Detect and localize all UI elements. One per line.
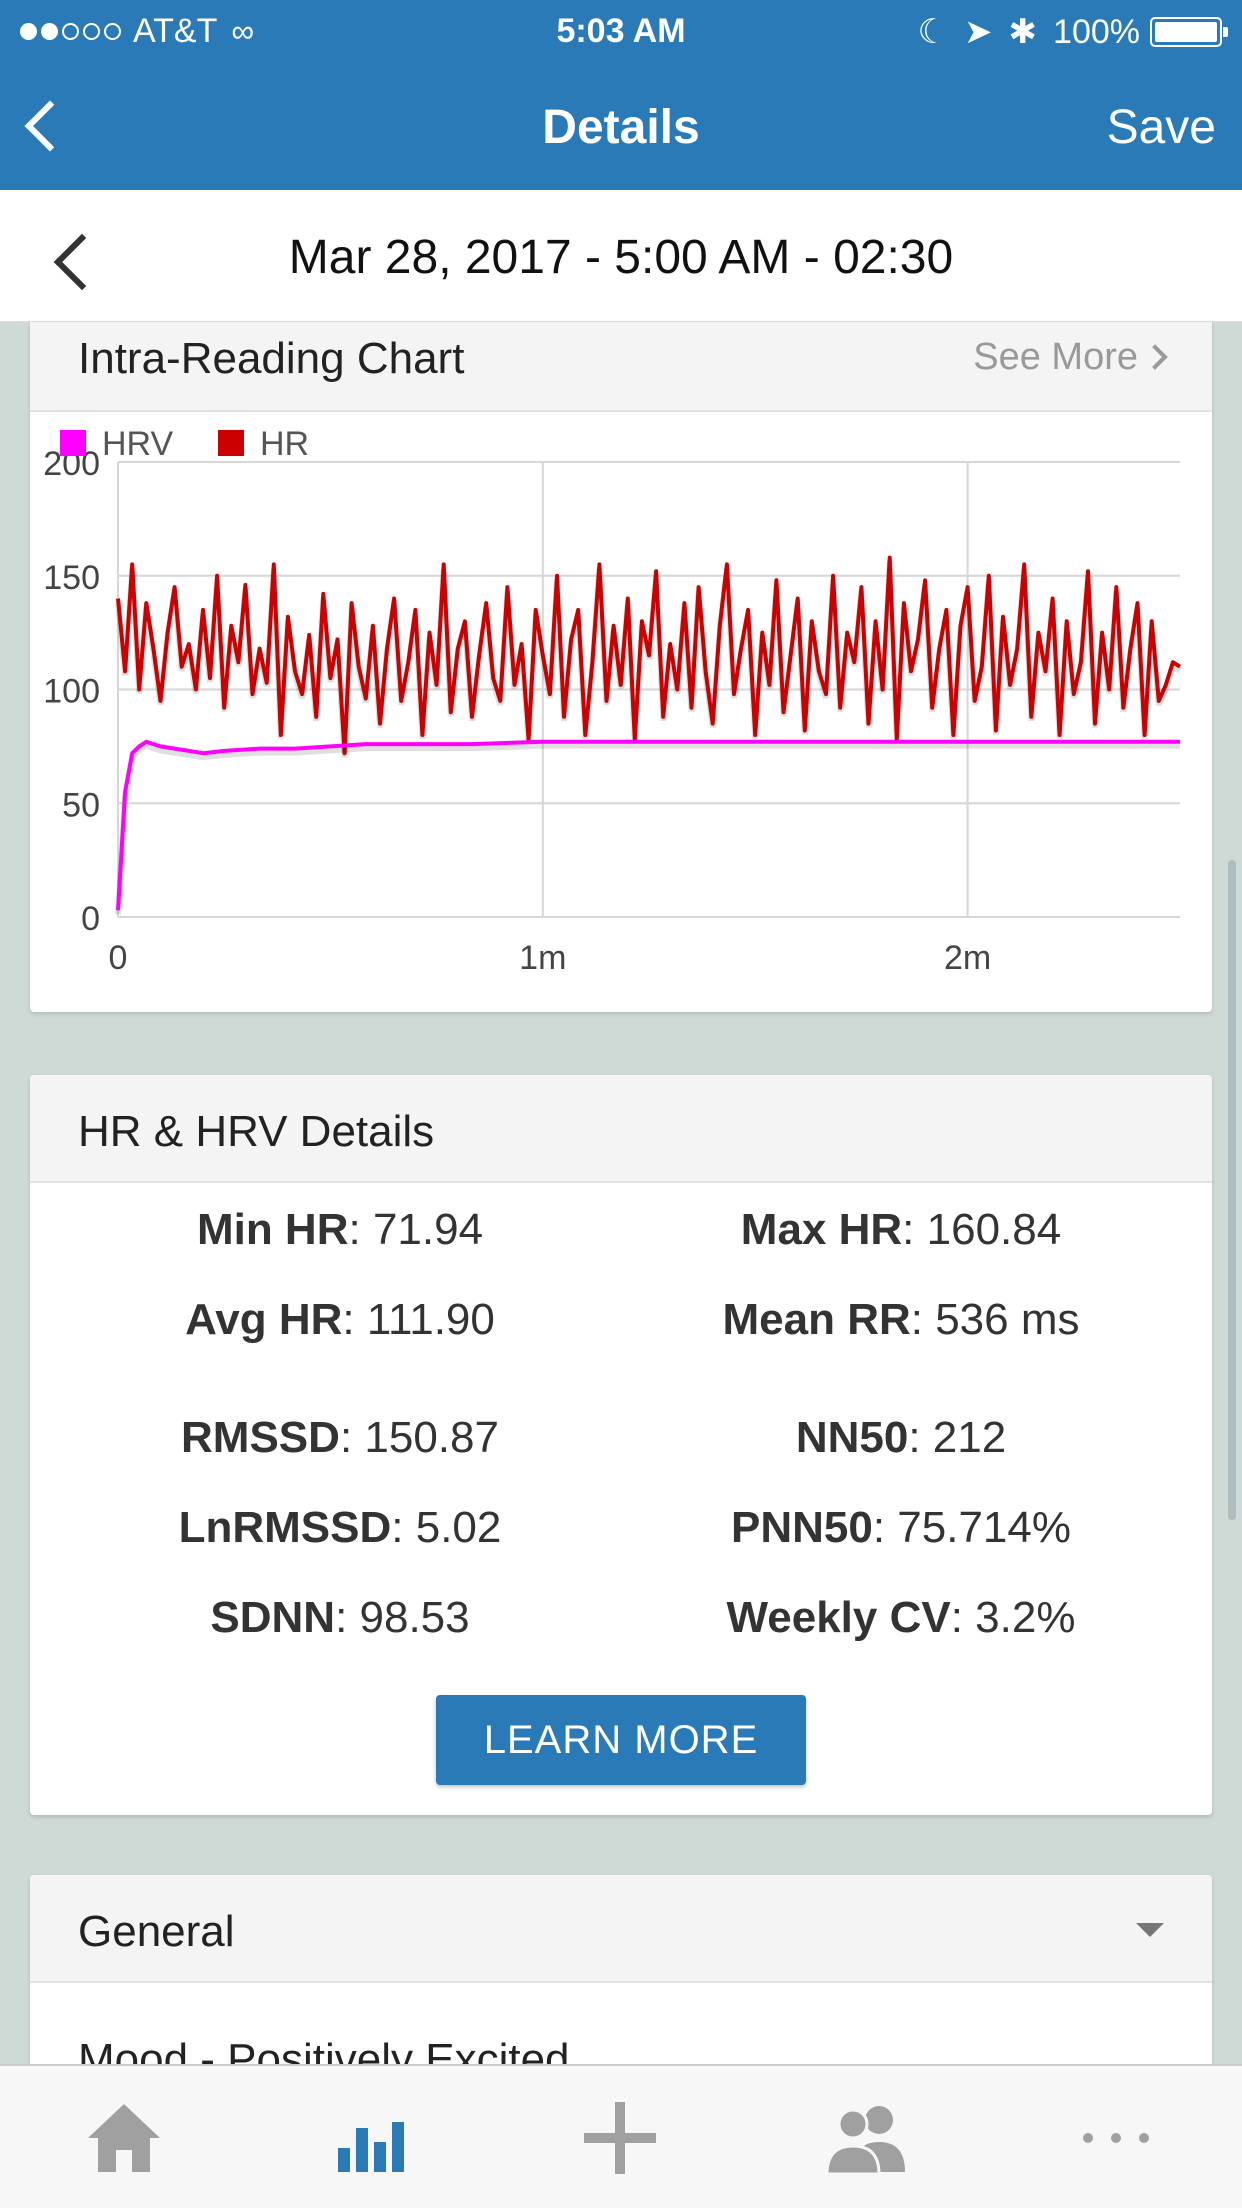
signal-dot	[83, 23, 100, 40]
status-right: ☾ ➤ ✱ 100%	[902, 12, 1228, 52]
reading-date: Mar 28, 2017 - 5:00 AM - 02:30	[288, 231, 954, 284]
stat-mean-rr: Mean RR: 536 ms	[722, 1295, 1080, 1344]
stat-label: RMSSD	[181, 1413, 340, 1462]
y-tick-label: 50	[62, 786, 100, 824]
stat-label: Min HR	[196, 1205, 349, 1254]
battery-icon	[1150, 17, 1228, 47]
carrier-info: AT&T ∞	[20, 12, 254, 51]
people-icon	[825, 2106, 905, 2176]
stat-value: 71.94	[372, 1205, 484, 1254]
stat-value: 75.714%	[897, 1503, 1071, 1552]
battery-percent: 100%	[1053, 12, 1140, 51]
details-card-title: HR & HRV Details	[78, 1107, 435, 1156]
chart-card-title: Intra-Reading Chart	[78, 334, 465, 383]
legend-label-hr: HR	[260, 425, 309, 463]
signal-dot	[41, 23, 58, 40]
tab-charts[interactable]	[248, 2066, 496, 2208]
tab-home[interactable]	[0, 2066, 248, 2208]
general-card-header[interactable]: General	[30, 1875, 1212, 1983]
status-bar: AT&T ∞ 5:03 AM ☾ ➤ ✱ 100%	[0, 0, 1242, 62]
stat-sdnn: SDNN: 98.53	[210, 1593, 470, 1642]
stat-weekly-cv: Weekly CV: 3.2%	[726, 1593, 1076, 1642]
status-time: 5:03 AM	[556, 12, 686, 50]
intra-reading-chart-card: Intra-Reading Chart See More 0 50 100 150 20…	[30, 322, 1212, 1012]
save-button[interactable]: Save	[1106, 101, 1216, 154]
tab-more[interactable]	[992, 2066, 1240, 2208]
series-line-hrv	[116, 739, 1180, 911]
tab-groups[interactable]	[744, 2066, 992, 2208]
y-tick-label: 100	[43, 673, 100, 711]
stat-nn50: NN50: 212	[795, 1413, 1007, 1462]
tab-bar	[0, 2064, 1242, 2208]
scrollbar[interactable]	[1228, 860, 1236, 1520]
hr-hrv-details-card: HR & HRV Details Min HR: 71.94 Max HR: 16…	[30, 1075, 1212, 1815]
series-line-hr	[116, 555, 1182, 756]
chevron-right-icon	[1142, 344, 1168, 370]
legend-label-hrv: HRV	[102, 425, 173, 463]
carrier-name: AT&T	[133, 12, 218, 50]
signal-dot	[62, 23, 79, 40]
stat-label: Weekly CV	[726, 1593, 951, 1642]
chart-card-header: Intra-Reading Chart See More	[30, 322, 1212, 412]
link-icon: ∞	[231, 13, 255, 49]
bar-chart-icon	[338, 2122, 404, 2172]
signal-dot	[104, 23, 121, 40]
tab-add[interactable]	[496, 2066, 744, 2208]
see-more-link[interactable]: See More	[973, 336, 1168, 379]
stat-label: LnRMSSD	[178, 1503, 392, 1552]
stat-pnn50: PNN50: 75.714%	[731, 1503, 1071, 1552]
stat-value: 212	[932, 1413, 1007, 1462]
stat-value: 3.2%	[975, 1593, 1076, 1642]
stat-label: Avg HR	[185, 1295, 343, 1344]
learn-more-button[interactable]: LEARN MORE	[436, 1695, 806, 1785]
moon-icon: ☾	[917, 13, 949, 51]
stat-lnrmssd: LnRMSSD: 5.02	[178, 1503, 502, 1552]
stat-min-hr: Min HR: 71.94	[196, 1205, 484, 1254]
stat-avg-hr: Avg HR: 111.90	[185, 1295, 495, 1344]
stat-max-hr: Max HR: 160.84	[740, 1205, 1062, 1254]
stat-value: 160.84	[926, 1205, 1062, 1254]
more-icon	[1083, 2133, 1149, 2143]
location-icon: ➤	[964, 13, 993, 51]
stat-label: Mean RR	[722, 1295, 911, 1344]
stat-label: NN50	[795, 1413, 909, 1462]
legend-swatch-hrv	[60, 430, 86, 456]
page-title: Details	[542, 101, 700, 154]
stat-value: 111.90	[366, 1295, 495, 1344]
details-card-header: HR & HRV Details	[30, 1075, 1212, 1183]
signal-dot	[20, 23, 37, 40]
stat-value: 98.53	[359, 1593, 470, 1642]
plus-icon	[584, 2102, 656, 2174]
stat-value: 150.87	[364, 1413, 499, 1462]
stat-label: Max HR	[740, 1205, 903, 1254]
stat-label: PNN50	[731, 1503, 873, 1552]
legend-swatch-hr	[218, 430, 244, 456]
stat-value: 5.02	[415, 1503, 502, 1552]
general-card-title: General	[78, 1907, 235, 1956]
series-shadow-hrv	[115, 742, 1180, 915]
y-tick-label: 0	[81, 900, 100, 938]
stat-rmssd: RMSSD: 150.87	[181, 1413, 499, 1462]
x-tick-label: 2m	[944, 939, 991, 977]
y-tick-label: 150	[43, 559, 100, 597]
chevron-down-icon[interactable]	[1136, 1923, 1164, 1937]
date-bar: Mar 28, 2017 - 5:00 AM - 02:30	[0, 190, 1242, 322]
see-more-label: See More	[973, 336, 1138, 378]
stat-label: SDNN	[210, 1593, 336, 1642]
bluetooth-icon: ✱	[1008, 13, 1038, 51]
home-icon	[88, 2104, 160, 2172]
top-bar: AT&T ∞ 5:03 AM ☾ ➤ ✱ 100% Details Save	[0, 0, 1242, 190]
x-tick-label: 1m	[519, 939, 566, 977]
stat-value: 536 ms	[935, 1295, 1080, 1344]
x-tick-label: 0	[109, 939, 128, 977]
